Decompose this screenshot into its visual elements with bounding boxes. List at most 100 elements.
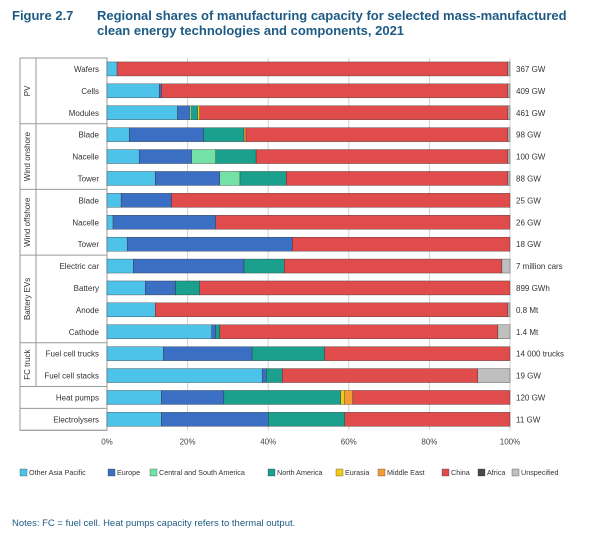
- bar-segment: [251, 346, 325, 361]
- legend-label: Middle East: [387, 468, 425, 477]
- bar-segment: [340, 390, 345, 405]
- category-label: Wafers: [74, 65, 99, 74]
- legend-swatch: [441, 468, 450, 477]
- category-label: Electrolysers: [53, 415, 99, 424]
- bar-segment: [106, 236, 128, 252]
- bar-segment: [199, 280, 511, 296]
- bar-segment: [106, 149, 140, 164]
- bar-segment: [292, 236, 511, 252]
- category-label: Modules: [69, 109, 99, 118]
- bar-segment: [501, 258, 511, 274]
- bar-segment: [128, 127, 204, 142]
- bar-segment: [261, 368, 267, 383]
- bar-segment: [266, 368, 283, 383]
- group-label: Wind offshore: [23, 197, 32, 247]
- bar-segment: [219, 324, 499, 339]
- legend-swatch: [511, 468, 520, 477]
- bar-segment: [145, 280, 176, 296]
- category-label: Heat pumps: [56, 393, 99, 402]
- legend-swatch: [477, 468, 486, 477]
- bar-segment: [106, 412, 162, 427]
- bar-segment: [282, 368, 478, 383]
- bar-segment: [116, 61, 509, 77]
- legend-swatch: [149, 468, 158, 477]
- bar-segment: [215, 324, 221, 339]
- bar-segment: [189, 105, 192, 120]
- bar-segment: [284, 258, 503, 274]
- bar-segment: [344, 390, 354, 405]
- bar-segment: [191, 149, 216, 164]
- bar-segment: [191, 105, 198, 120]
- bar-segment: [126, 236, 293, 252]
- figure-number: Figure 2.7: [12, 8, 74, 23]
- x-tick-label: 80%: [421, 437, 437, 446]
- bar-segment: [139, 149, 192, 164]
- capacity-label: 18 GW: [516, 240, 541, 249]
- bar-segment: [245, 127, 509, 142]
- bar-segment: [286, 171, 509, 186]
- category-label: Anode: [76, 306, 100, 315]
- bar-segment: [255, 149, 509, 164]
- bar-segment: [507, 127, 511, 142]
- capacity-label: 19 GW: [516, 372, 541, 381]
- bar-segment: [507, 83, 511, 99]
- bar-segment: [223, 390, 341, 405]
- bar-segment: [120, 193, 172, 208]
- group-label: PV: [23, 85, 32, 96]
- bar-segment: [106, 368, 263, 383]
- legend-label: Central and South America: [159, 468, 245, 477]
- capacity-label: 461 GW: [516, 109, 546, 118]
- group-label: Wind onshore: [23, 131, 32, 181]
- bar-segment: [203, 127, 245, 142]
- x-tick-label: 40%: [260, 437, 276, 446]
- bar-segment: [106, 215, 114, 230]
- category-label: Fuel cell stacks: [44, 372, 99, 381]
- category-label: Cathode: [69, 328, 100, 337]
- bar-segment: [507, 61, 511, 77]
- legend-label: Europe: [117, 468, 140, 477]
- capacity-label: 100 GW: [516, 153, 546, 162]
- bar-segment: [106, 280, 146, 296]
- bar-segment: [155, 171, 221, 186]
- capacity-label: 0.8 Mt: [516, 306, 539, 315]
- category-label: Nacelle: [72, 153, 99, 162]
- bar-segment: [219, 171, 241, 186]
- legend-label: China: [451, 468, 470, 477]
- category-label: Tower: [78, 240, 100, 249]
- bar-segment: [243, 258, 285, 274]
- bar-segment: [477, 368, 511, 383]
- bar-segment: [239, 171, 287, 186]
- bar-segment: [106, 302, 156, 318]
- bar-segment: [211, 324, 216, 339]
- bar-segment: [106, 83, 160, 99]
- bar-segment: [159, 83, 162, 99]
- capacity-label: 367 GW: [516, 65, 546, 74]
- figure-notes: Notes: FC = fuel cell. Heat pumps capaci…: [12, 518, 296, 529]
- category-label: Tower: [78, 174, 100, 183]
- capacity-label: 26 GW: [516, 218, 541, 227]
- bar-segment: [133, 258, 245, 274]
- legend-label: Unspecified: [521, 468, 559, 477]
- figure-title: Regional shares of manufacturing capacit…: [97, 8, 567, 38]
- bar-segment: [155, 302, 509, 318]
- bar-segment: [106, 346, 164, 361]
- category-label: Fuel cell trucks: [46, 350, 99, 359]
- bar-segment: [106, 390, 162, 405]
- capacity-label: 11 GW: [516, 415, 541, 424]
- bar-segment: [106, 258, 134, 274]
- category-label: Electric car: [59, 262, 99, 271]
- bar-segment: [352, 390, 511, 405]
- capacity-label: 120 GW: [516, 393, 546, 402]
- group-label: FC truck: [23, 348, 32, 379]
- bar-segment: [106, 105, 178, 120]
- capacity-label: 7 million cars: [516, 262, 563, 271]
- legend-label: Africa: [487, 468, 505, 477]
- bar-segment: [497, 324, 511, 339]
- capacity-label: 899 GWh: [516, 284, 550, 293]
- x-tick-label: 60%: [341, 437, 357, 446]
- bar-segment: [106, 324, 212, 339]
- bar-segment: [507, 149, 511, 164]
- bar-segment: [106, 193, 122, 208]
- bar-segment: [199, 105, 509, 120]
